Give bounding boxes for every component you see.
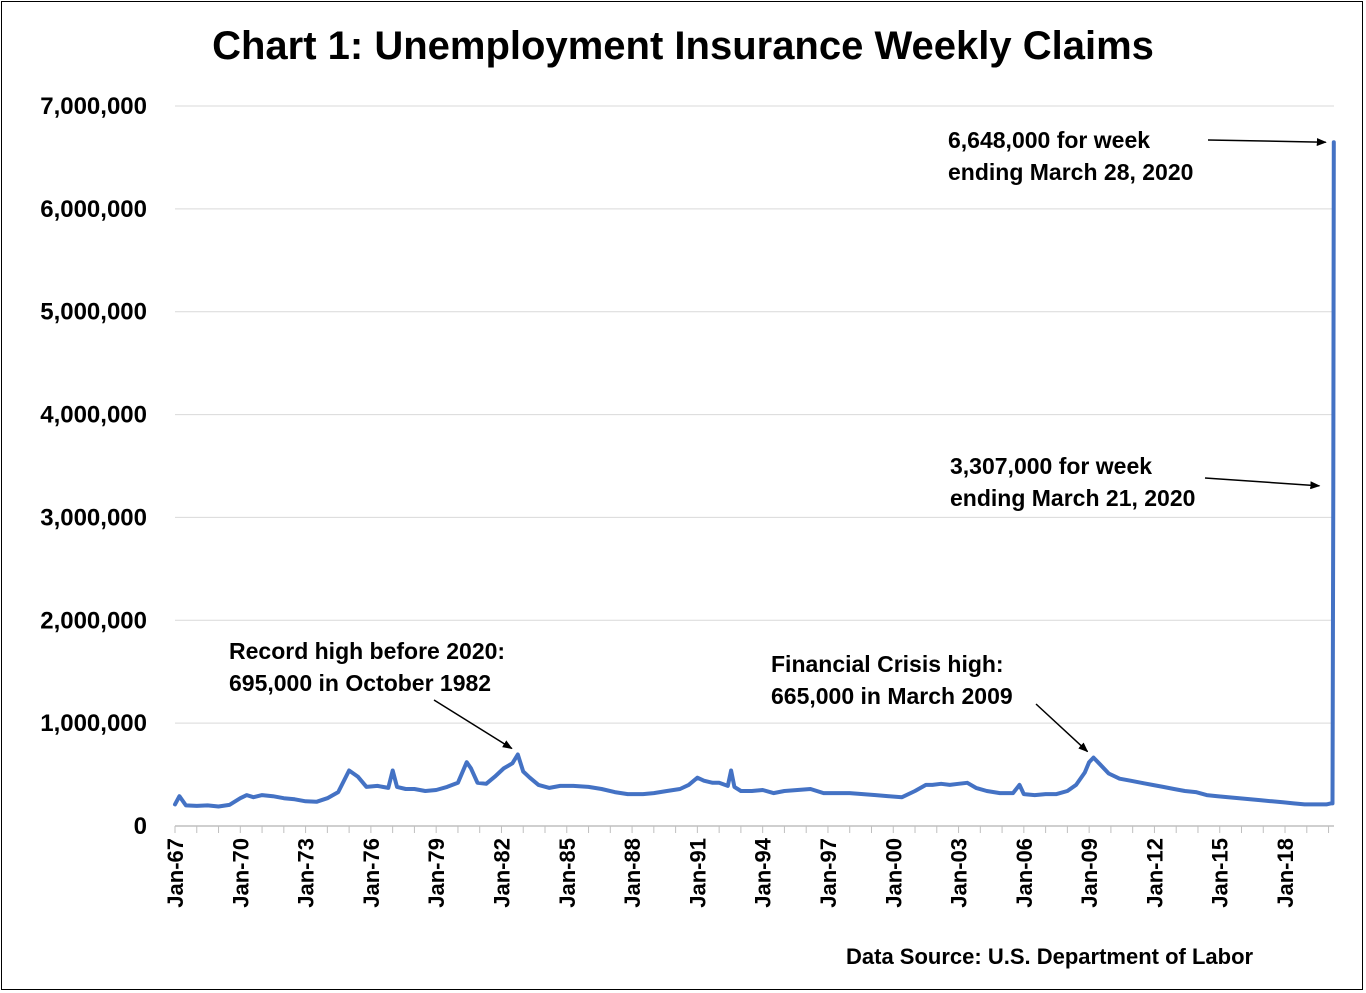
y-tick-label: 4,000,000 [40, 402, 147, 429]
y-tick-label: 3,000,000 [40, 504, 147, 531]
y-tick-label: 7,000,000 [40, 93, 147, 120]
axis-layer: 0 1,000,000 2,000,000 3,000,000 4,000,000 5,0… [40, 93, 1334, 908]
x-tick-label: Jan-79 [424, 838, 449, 908]
y-tick-label: 1,000,000 [40, 710, 147, 737]
x-tick-label: Jan-12 [1142, 838, 1167, 908]
x-tick-label: Jan-73 [294, 838, 319, 908]
x-tick-label: Jan-06 [1012, 838, 1037, 908]
annotation-arrow [433, 699, 513, 750]
annotation-line: 6,648,000 for week [948, 127, 1151, 153]
x-tick-label: Jan-97 [816, 838, 841, 908]
x-tick-label: Jan-85 [555, 838, 580, 908]
y-tick-label: 6,000,000 [40, 196, 147, 223]
y-tick-label: 0 [134, 813, 147, 840]
arrow-layer [433, 138, 1327, 753]
annotation-record-1982: Record high before 2020: 695,000 in Octo… [229, 635, 505, 699]
annotation-march-21-2020: 3,307,000 for week ending March 21, 2020 [950, 450, 1195, 514]
annotation-line: 695,000 in October 1982 [229, 670, 492, 696]
x-tick-label: Jan-91 [685, 838, 710, 908]
series-line [173, 140, 1336, 809]
x-tick-label: Jan-09 [1077, 838, 1102, 908]
x-tick-label: Jan-67 [163, 838, 188, 908]
annotation-arrow [1204, 477, 1321, 490]
annotation-line: ending March 21, 2020 [950, 485, 1196, 511]
chart-title: Chart 1: Unemployment Insurance Weekly C… [212, 24, 1154, 68]
series-layer [173, 140, 1336, 809]
annotation-line: ending March 28, 2020 [948, 159, 1194, 185]
annotation-arrow [1207, 138, 1327, 147]
annotation-arrow [1035, 703, 1089, 753]
x-tick-label: Jan-70 [228, 838, 253, 908]
x-tick-label: Jan-88 [620, 838, 645, 908]
x-tick-label: Jan-15 [1208, 838, 1233, 908]
annotation-march-28-2020: 6,648,000 for week ending March 28, 2020 [948, 124, 1193, 188]
x-tick-label: Jan-00 [881, 838, 906, 908]
x-tick-label: Jan-03 [947, 838, 972, 908]
x-tick-label: Jan-94 [751, 837, 776, 907]
annotation-line: Record high before 2020: [229, 638, 506, 664]
annotation-line: 665,000 in March 2009 [771, 683, 1013, 709]
annotation-line: 3,307,000 for week [950, 453, 1153, 479]
x-tick-label: Jan-18 [1273, 838, 1298, 908]
x-tick-label: Jan-76 [359, 838, 384, 908]
annotation-financial-crisis-2009: Financial Crisis high: 665,000 in March … [771, 648, 1013, 712]
y-tick-label: 2,000,000 [40, 607, 147, 634]
data-source-note: Data Source: U.S. Department of Labor [846, 944, 1254, 969]
y-tick-label: 5,000,000 [40, 299, 147, 326]
x-tick-label: Jan-82 [489, 838, 514, 908]
grid-layer [175, 105, 1334, 724]
annotation-line: Financial Crisis high: [771, 651, 1004, 677]
